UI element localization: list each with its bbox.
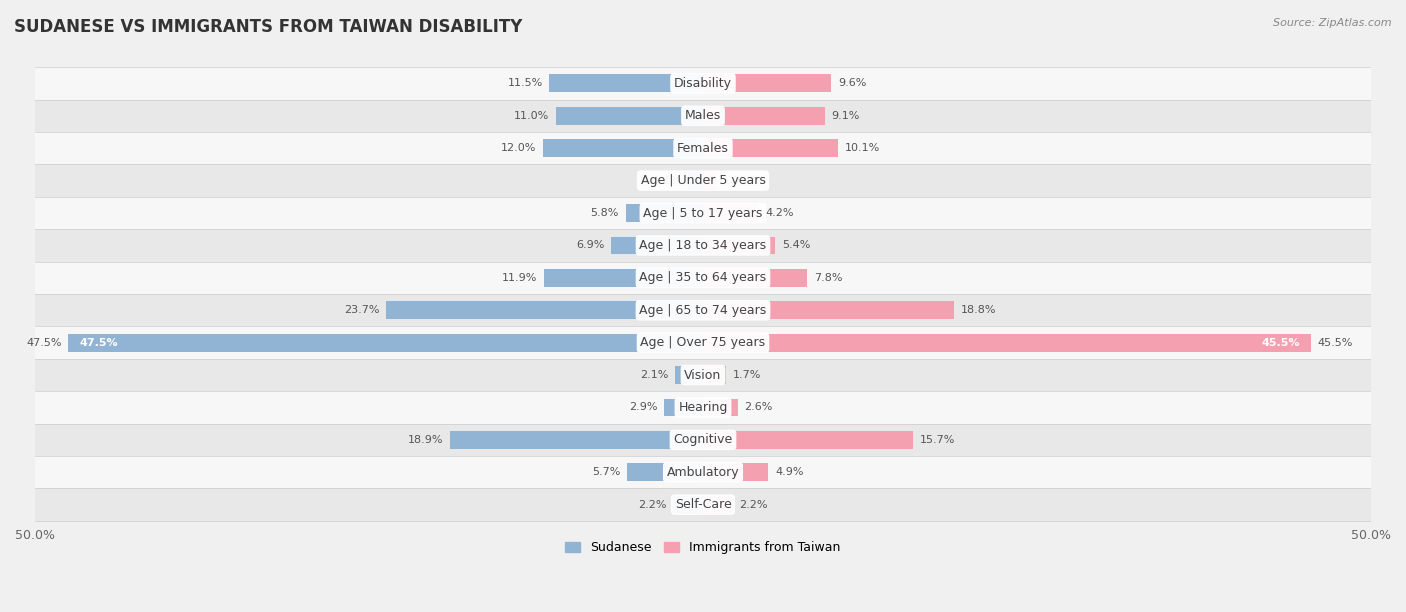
- Text: 4.2%: 4.2%: [766, 208, 794, 218]
- Text: Age | 18 to 34 years: Age | 18 to 34 years: [640, 239, 766, 252]
- Text: 12.0%: 12.0%: [501, 143, 536, 153]
- Bar: [387, 301, 703, 319]
- Bar: [703, 366, 725, 384]
- Text: SUDANESE VS IMMIGRANTS FROM TAIWAN DISABILITY: SUDANESE VS IMMIGRANTS FROM TAIWAN DISAB…: [14, 18, 523, 36]
- Text: Age | 35 to 64 years: Age | 35 to 64 years: [640, 271, 766, 285]
- Text: 15.7%: 15.7%: [920, 435, 955, 445]
- Legend: Sudanese, Immigrants from Taiwan: Sudanese, Immigrants from Taiwan: [561, 536, 845, 559]
- Text: 11.9%: 11.9%: [502, 273, 537, 283]
- Text: Age | 65 to 74 years: Age | 65 to 74 years: [640, 304, 766, 317]
- Bar: [35, 294, 1371, 326]
- Bar: [35, 488, 1371, 521]
- Text: 1.7%: 1.7%: [733, 370, 761, 380]
- Bar: [610, 236, 703, 255]
- Bar: [689, 172, 703, 190]
- Bar: [664, 398, 703, 416]
- Bar: [703, 334, 1310, 351]
- Bar: [703, 431, 912, 449]
- Text: 5.8%: 5.8%: [591, 208, 619, 218]
- Text: 10.1%: 10.1%: [845, 143, 880, 153]
- Text: Age | 5 to 17 years: Age | 5 to 17 years: [644, 206, 762, 220]
- Bar: [673, 496, 703, 513]
- Bar: [703, 140, 838, 157]
- Text: 47.5%: 47.5%: [27, 338, 62, 348]
- Text: 2.6%: 2.6%: [744, 403, 773, 412]
- Text: 5.4%: 5.4%: [782, 241, 810, 250]
- Bar: [555, 107, 703, 125]
- Text: Self-Care: Self-Care: [675, 498, 731, 511]
- Text: 2.2%: 2.2%: [638, 499, 666, 510]
- Text: Cognitive: Cognitive: [673, 433, 733, 446]
- Bar: [703, 269, 807, 287]
- Text: 45.5%: 45.5%: [1317, 338, 1353, 348]
- Bar: [626, 204, 703, 222]
- Text: Vision: Vision: [685, 368, 721, 381]
- Bar: [35, 326, 1371, 359]
- Bar: [703, 107, 824, 125]
- Text: Males: Males: [685, 110, 721, 122]
- Text: 6.9%: 6.9%: [576, 241, 605, 250]
- Bar: [703, 301, 955, 319]
- Bar: [703, 236, 775, 255]
- Text: 23.7%: 23.7%: [344, 305, 380, 315]
- Bar: [35, 391, 1371, 424]
- Text: 4.9%: 4.9%: [775, 468, 804, 477]
- Text: 9.6%: 9.6%: [838, 78, 866, 88]
- Bar: [703, 204, 759, 222]
- Bar: [703, 398, 738, 416]
- Bar: [35, 262, 1371, 294]
- Text: 1.1%: 1.1%: [654, 176, 682, 185]
- Bar: [703, 75, 831, 92]
- Text: 47.5%: 47.5%: [79, 338, 118, 348]
- Text: Hearing: Hearing: [678, 401, 728, 414]
- Text: Females: Females: [678, 142, 728, 155]
- Bar: [69, 334, 703, 351]
- Text: 45.5%: 45.5%: [1261, 338, 1301, 348]
- Bar: [450, 431, 703, 449]
- Bar: [703, 496, 733, 513]
- Bar: [703, 463, 769, 481]
- Bar: [35, 456, 1371, 488]
- Text: 7.8%: 7.8%: [814, 273, 842, 283]
- Bar: [703, 172, 717, 190]
- Bar: [35, 230, 1371, 262]
- Text: Source: ZipAtlas.com: Source: ZipAtlas.com: [1274, 18, 1392, 28]
- Bar: [35, 165, 1371, 197]
- Text: Ambulatory: Ambulatory: [666, 466, 740, 479]
- Text: 2.1%: 2.1%: [640, 370, 668, 380]
- Text: 11.5%: 11.5%: [508, 78, 543, 88]
- Text: Age | Over 75 years: Age | Over 75 years: [641, 336, 765, 349]
- Bar: [35, 100, 1371, 132]
- Bar: [543, 140, 703, 157]
- Bar: [550, 75, 703, 92]
- Text: Age | Under 5 years: Age | Under 5 years: [641, 174, 765, 187]
- Text: 11.0%: 11.0%: [515, 111, 550, 121]
- Bar: [675, 366, 703, 384]
- Text: 2.2%: 2.2%: [740, 499, 768, 510]
- Bar: [627, 463, 703, 481]
- Text: 18.9%: 18.9%: [408, 435, 444, 445]
- Text: 1.0%: 1.0%: [723, 176, 751, 185]
- Bar: [35, 424, 1371, 456]
- Bar: [35, 67, 1371, 100]
- Text: 5.7%: 5.7%: [592, 468, 620, 477]
- Text: 2.9%: 2.9%: [628, 403, 658, 412]
- Bar: [35, 197, 1371, 230]
- Text: Disability: Disability: [673, 77, 733, 90]
- Text: 18.8%: 18.8%: [960, 305, 997, 315]
- Bar: [35, 359, 1371, 391]
- Text: 9.1%: 9.1%: [831, 111, 859, 121]
- Bar: [544, 269, 703, 287]
- Bar: [35, 132, 1371, 165]
